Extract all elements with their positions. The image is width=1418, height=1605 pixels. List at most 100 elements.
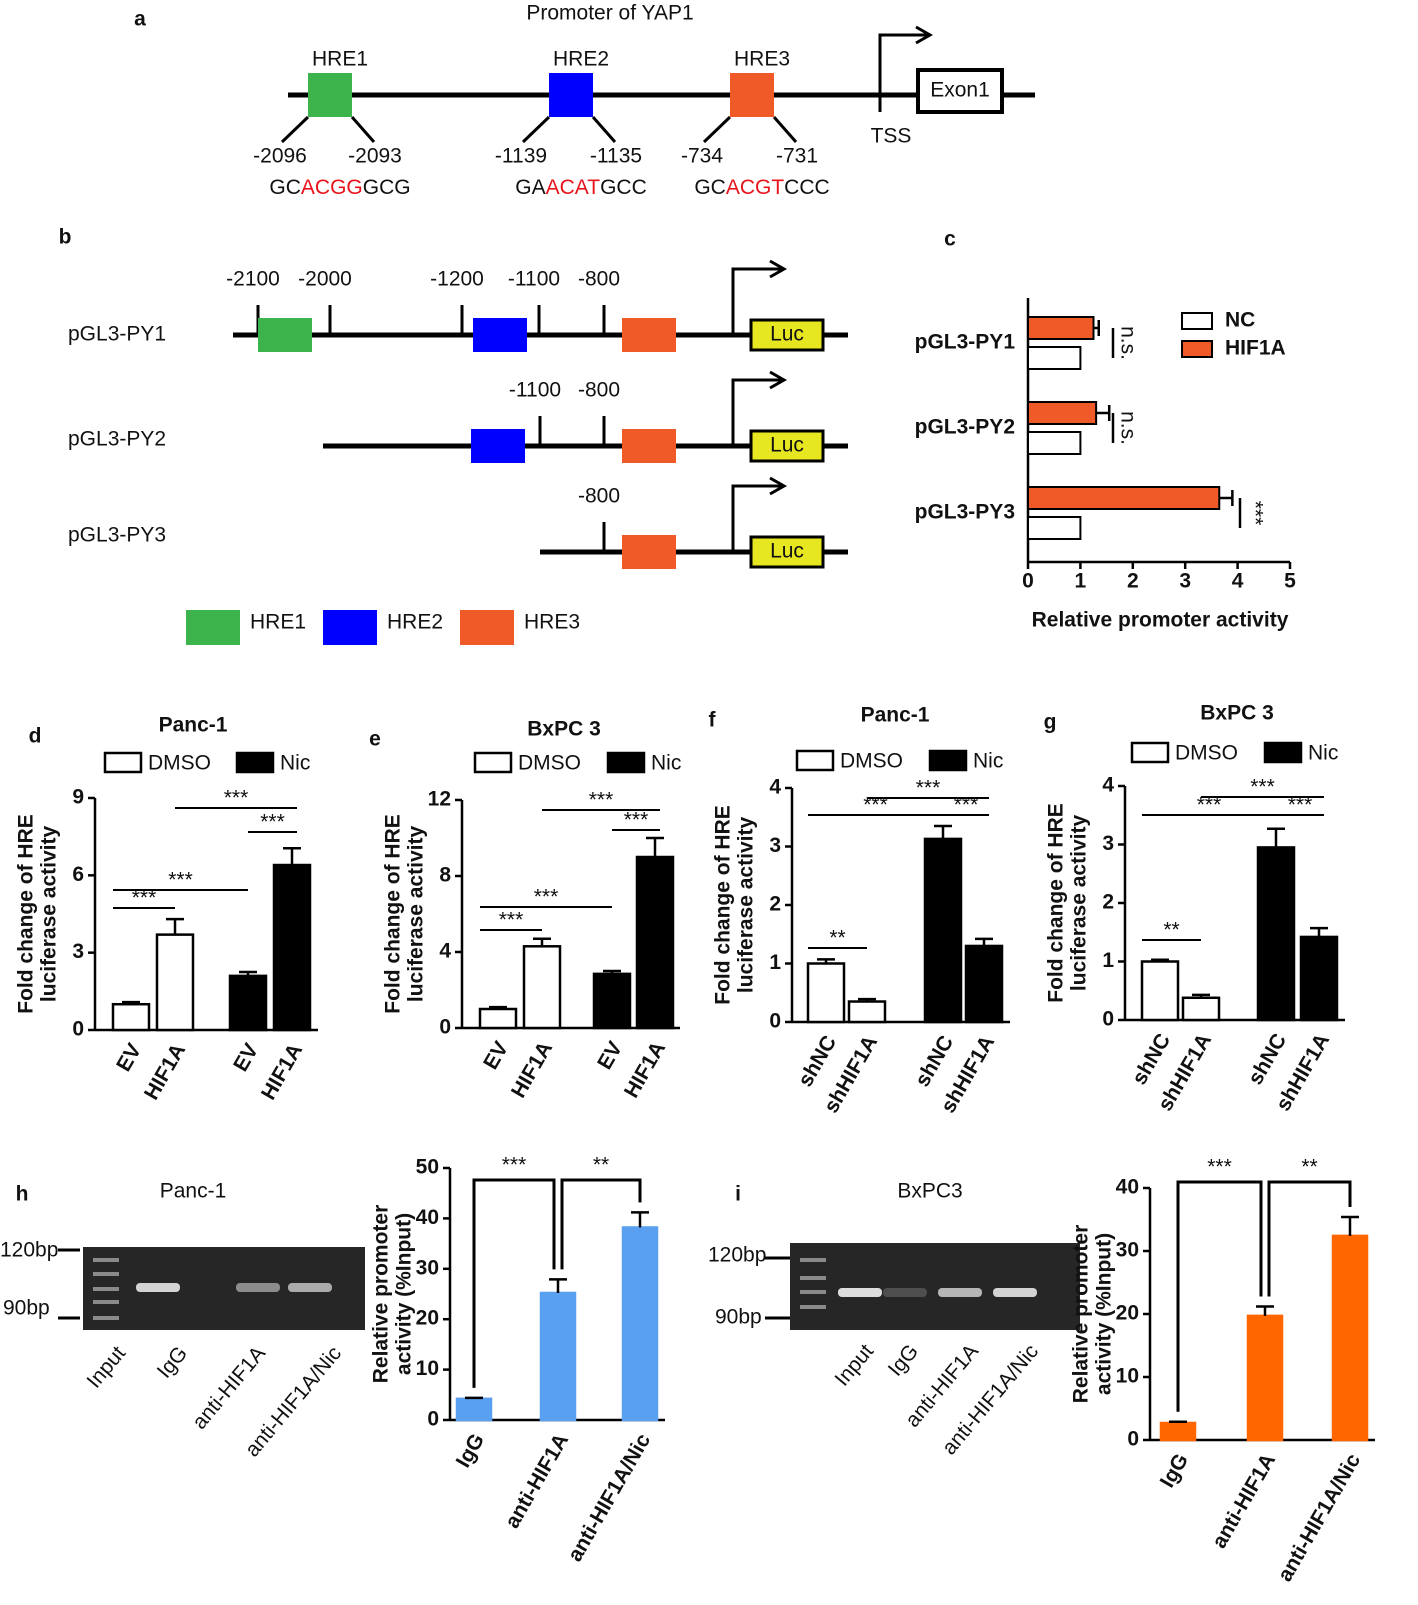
y-tick-label: 2: [769, 893, 781, 916]
legend-label: Nic: [1308, 742, 1338, 765]
bar: [1027, 431, 1082, 455]
ladder-band: [93, 1300, 119, 1304]
lane-label: IgG: [884, 1340, 923, 1381]
error-bar: [1219, 490, 1234, 506]
hre-stem: [772, 116, 798, 143]
legend-label: DMSO: [840, 750, 903, 773]
bar: [111, 1002, 151, 1032]
legend-label: Nic: [280, 752, 310, 775]
bar: [1027, 486, 1221, 510]
legend-label: HIF1A: [1225, 337, 1286, 360]
sequence: GCACGGGCG: [269, 176, 410, 199]
bar: [1299, 935, 1339, 1022]
legend-swatch: [103, 751, 143, 774]
bar: [635, 855, 675, 1030]
error-bar: [817, 958, 835, 964]
error-bar: [1310, 926, 1328, 937]
error-bar: [122, 1000, 140, 1005]
chart-title: Panc-1: [159, 714, 228, 737]
y-tick-label: 12: [428, 788, 451, 811]
lane-label: Input: [830, 1340, 878, 1391]
reporter-label: Luc: [770, 434, 804, 457]
bar: [478, 1007, 518, 1030]
x-tick-label: HIF1A: [140, 1040, 190, 1104]
bar: [155, 933, 195, 1032]
significance-bracket: [560, 1178, 642, 1270]
position-label: -800: [578, 485, 620, 508]
significance-label: **: [593, 1154, 609, 1177]
position-label: -2093: [348, 145, 402, 168]
bar: [1027, 346, 1082, 370]
bar: [621, 1226, 659, 1422]
panel-letter: a: [134, 8, 146, 31]
legend-swatch: [460, 610, 514, 645]
position-label: -800: [578, 379, 620, 402]
error-bar: [533, 937, 551, 947]
hre-box: [622, 535, 676, 569]
y-tick-label: 3: [1102, 832, 1114, 855]
legend-swatch: [473, 751, 513, 774]
construct-name: pGL3-PY1: [68, 323, 166, 346]
significance-label: ***: [168, 869, 193, 892]
exon-label: Exon1: [930, 79, 990, 102]
significance-label: ***: [916, 777, 941, 800]
significance-label: ***: [224, 787, 249, 810]
y-tick-label: 8: [439, 864, 451, 887]
bar: [1331, 1234, 1369, 1442]
y-axis-label: Fold change of HRE: [15, 814, 38, 1014]
y-tick-label: 0: [1127, 1428, 1139, 1451]
x-tick-label: anti-HIF1A/Nic: [1273, 1449, 1365, 1585]
sequence-part: GA: [515, 176, 545, 199]
significance-label: ***: [534, 886, 559, 909]
bar: [1181, 996, 1221, 1022]
panel-letter: h: [16, 1183, 29, 1206]
hre-stem: [591, 116, 617, 143]
x-tick-label: anti-HIF1A: [1208, 1450, 1280, 1552]
chart-title: BxPC 3: [1200, 702, 1274, 725]
gel-title: BxPC3: [897, 1180, 962, 1203]
bar: [272, 863, 312, 1032]
arrow-head: [769, 259, 788, 279]
position-label: -734: [681, 145, 723, 168]
bar: [964, 944, 1004, 1024]
marker-label: 120bp: [708, 1244, 766, 1267]
hre-box: [622, 318, 676, 352]
x-tick-label: EV: [229, 1040, 263, 1076]
y-tick-label: 0: [72, 1018, 84, 1041]
significance-label: ***: [1197, 794, 1222, 817]
chart-title: BxPC 3: [527, 718, 601, 741]
legend-label: DMSO: [518, 752, 581, 775]
y-tick-label: 1: [1102, 949, 1114, 972]
significance-label: ***: [1207, 1156, 1232, 1179]
gel-image: [790, 1243, 1080, 1330]
position-label: -1139: [495, 145, 547, 168]
reporter-label: Luc: [770, 323, 804, 346]
x-tick-label: 2: [1127, 570, 1139, 593]
panel-letter: e: [369, 728, 381, 751]
error-bar: [489, 1005, 507, 1009]
dna-band: [993, 1288, 1037, 1297]
luc-box: [749, 429, 825, 463]
dna-band: [938, 1288, 982, 1297]
dna-band: [136, 1283, 180, 1292]
y-axis-label: Fold change of HRE: [382, 814, 405, 1014]
sequence-part: ACAT: [546, 176, 601, 199]
exon-box: [916, 68, 1004, 114]
x-tick-label: IgG: [452, 1430, 489, 1472]
bar: [455, 1397, 493, 1422]
dna-band: [883, 1288, 927, 1297]
hre-box: [622, 429, 676, 463]
hre-box: [473, 318, 527, 352]
position-label: -731: [776, 145, 818, 168]
lane-label: Input: [82, 1342, 130, 1393]
dna-band: [236, 1283, 280, 1292]
position-label: -800: [578, 268, 620, 291]
significance-label: ***: [260, 811, 285, 834]
tss-arrow: [731, 267, 782, 335]
y-tick-label: 0: [427, 1408, 439, 1431]
legend-swatch: [1181, 312, 1213, 330]
legend-swatch: [928, 749, 968, 772]
y-tick-label: 30: [1116, 1239, 1139, 1262]
significance-label: ***: [863, 794, 888, 817]
